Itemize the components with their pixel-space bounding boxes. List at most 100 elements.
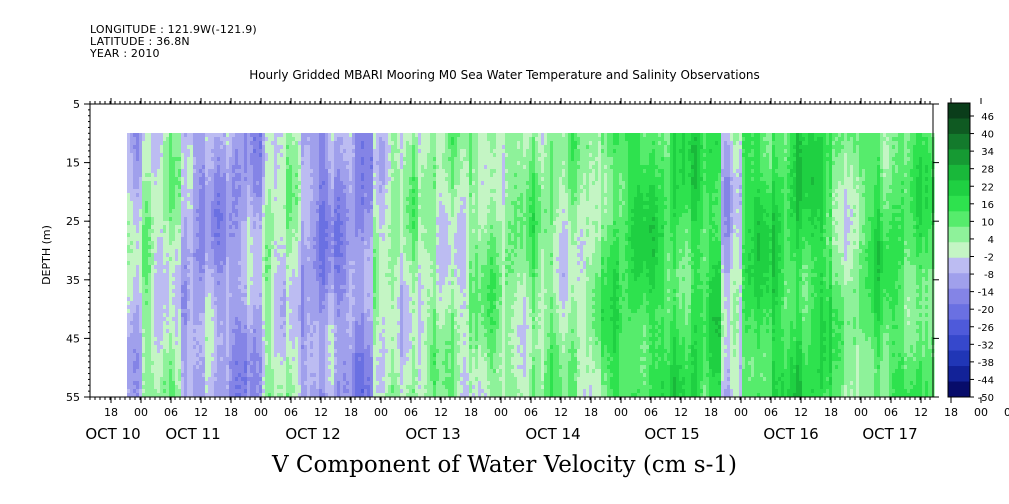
heat-cell (142, 205, 146, 210)
heat-cell (220, 193, 224, 198)
heat-cell (241, 389, 245, 394)
heat-cell (133, 309, 137, 314)
heat-cell (289, 169, 293, 174)
heat-cell (178, 153, 182, 158)
heat-cell (208, 333, 212, 338)
heat-cell (220, 241, 224, 246)
heat-cell (280, 369, 284, 374)
heat-cell (325, 133, 329, 138)
heat-cell (136, 229, 140, 234)
heat-cell (178, 173, 182, 178)
heat-cell (211, 353, 215, 358)
heat-cell (205, 245, 209, 250)
heat-cell (142, 201, 146, 206)
heat-cell (229, 281, 233, 286)
heat-cell (142, 301, 146, 306)
heat-cell (199, 165, 203, 170)
heat-cell (331, 349, 335, 354)
heat-cell (292, 289, 296, 294)
heat-cell (163, 389, 167, 394)
heat-cell (187, 241, 191, 246)
heat-cell (160, 173, 164, 178)
heat-cell (130, 269, 134, 274)
heat-cell (271, 269, 275, 274)
heat-cell (226, 349, 230, 354)
heat-cell (340, 245, 344, 250)
heat-cell (295, 189, 299, 194)
heat-cell (352, 141, 356, 146)
heat-cell (199, 205, 203, 210)
heat-cell (208, 185, 212, 190)
heat-cell (151, 193, 155, 198)
heat-cell (217, 337, 221, 342)
heat-cell (139, 253, 143, 258)
heat-cell (289, 321, 293, 326)
heat-cell (232, 209, 236, 214)
heat-cell (172, 209, 176, 214)
heat-cell (166, 205, 170, 210)
heat-cell (244, 349, 248, 354)
heat-cell (298, 345, 302, 350)
heat-cell (340, 217, 344, 222)
heat-cell (286, 377, 290, 382)
heat-cell (292, 381, 296, 386)
heat-cell (262, 261, 266, 266)
heat-cell (127, 361, 131, 366)
heat-cell (181, 337, 185, 342)
heat-cell (169, 189, 173, 194)
heat-cell (205, 353, 209, 358)
heat-cell (295, 161, 299, 166)
heat-cell (175, 281, 179, 286)
heat-cell (328, 225, 332, 230)
heat-cell (145, 197, 149, 202)
heat-cell (136, 377, 140, 382)
heat-cell (274, 197, 278, 202)
heat-cell (259, 301, 263, 306)
heat-cell (151, 277, 155, 282)
heat-cell (214, 297, 218, 302)
heat-cell (310, 273, 314, 278)
heat-cell (259, 237, 263, 242)
heat-cell (262, 173, 266, 178)
heat-cell (172, 225, 176, 230)
heat-cell (331, 205, 335, 210)
heat-cell (331, 137, 335, 142)
heat-cell (217, 237, 221, 242)
heat-cell (313, 249, 317, 254)
heat-cell (313, 353, 317, 358)
heat-cell (307, 357, 311, 362)
heat-cell (322, 273, 326, 278)
heat-cell (352, 149, 356, 154)
heat-cell (271, 197, 275, 202)
heat-cell (205, 205, 209, 210)
heat-cell (253, 297, 257, 302)
heat-cell (211, 245, 215, 250)
heat-cell (247, 229, 251, 234)
heat-cell (235, 333, 239, 338)
heat-cell (148, 197, 152, 202)
heat-cell (178, 253, 182, 258)
heat-cell (301, 221, 305, 226)
heat-cell (148, 181, 152, 186)
heat-cell (205, 241, 209, 246)
heat-cell (334, 221, 338, 226)
heat-cell (334, 253, 338, 258)
heat-cell (178, 373, 182, 378)
heat-cell (130, 373, 134, 378)
heat-cell (337, 297, 341, 302)
heat-cell (232, 281, 236, 286)
heat-cell (247, 217, 251, 222)
heat-cell (301, 353, 305, 358)
heat-cell (232, 377, 236, 382)
heat-cell (202, 389, 206, 394)
heat-cell (127, 221, 131, 226)
heat-cell (268, 253, 272, 258)
heat-cell (325, 233, 329, 238)
heat-cell (253, 245, 257, 250)
heat-cell (208, 337, 212, 342)
heat-cell (274, 257, 278, 262)
heat-cell (193, 209, 197, 214)
heat-cell (157, 185, 161, 190)
heat-cell (229, 309, 233, 314)
heat-cell (340, 349, 344, 354)
